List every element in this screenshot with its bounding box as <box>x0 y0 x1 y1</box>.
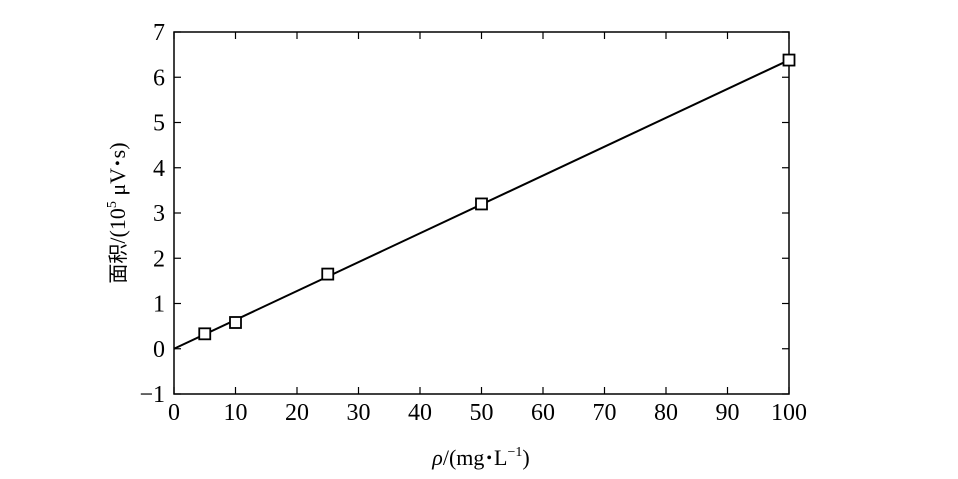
y-tick-label: 3 <box>153 201 165 227</box>
y-axis-unit-s: s) <box>105 142 130 158</box>
x-tick-label: 90 <box>716 400 740 426</box>
y-tick-label: −1 <box>139 382 165 408</box>
x-tick-label: 100 <box>771 400 807 426</box>
x-tick-label: 30 <box>347 400 371 426</box>
x-tick-label: 80 <box>654 400 678 426</box>
x-tick-label: 40 <box>408 400 432 426</box>
data-point <box>782 53 796 67</box>
x-tick-label: 70 <box>593 400 617 426</box>
y-tick-label: 5 <box>153 111 165 137</box>
y-axis-chinese: 面积 <box>106 244 130 284</box>
x-tick-label: 20 <box>285 400 309 426</box>
y-axis-label: 面积/(105 μV • s) <box>105 142 130 283</box>
x-axis-unit-superscript: −1 <box>507 445 522 460</box>
y-axis-unit-rest: μV <box>105 168 130 201</box>
x-axis-label: ρ/(mg •L−1) <box>431 445 529 470</box>
x-axis-unit-dot: • <box>486 450 492 467</box>
y-axis-unit-dot: • <box>110 160 127 166</box>
y-tick-label: 6 <box>153 65 165 91</box>
data-point <box>198 327 212 341</box>
x-axis-unit-close: ) <box>522 445 529 470</box>
x-tick-label: 60 <box>531 400 555 426</box>
y-tick-label: 7 <box>153 20 165 46</box>
x-tick-label: 10 <box>224 400 248 426</box>
y-tick-label: 0 <box>153 337 165 363</box>
x-tick-label: 0 <box>168 400 180 426</box>
y-axis-unit-superscript: 5 <box>105 201 120 208</box>
x-axis-unit-open: /(mg <box>443 445 485 470</box>
y-axis-unit-open: /(10 <box>105 208 130 243</box>
y-tick-label: 2 <box>153 246 165 272</box>
x-tick-label: 50 <box>470 400 494 426</box>
data-point <box>321 267 335 281</box>
axis-ticks <box>173 31 790 395</box>
y-tick-label: 4 <box>153 156 165 182</box>
x-axis-unit-L: L <box>494 445 507 470</box>
plot-frame <box>173 31 790 395</box>
y-tick-label: 1 <box>153 292 165 318</box>
data-point <box>475 197 488 211</box>
x-axis-symbol: ρ <box>431 445 443 470</box>
data-points <box>198 53 796 341</box>
data-point <box>229 316 242 329</box>
